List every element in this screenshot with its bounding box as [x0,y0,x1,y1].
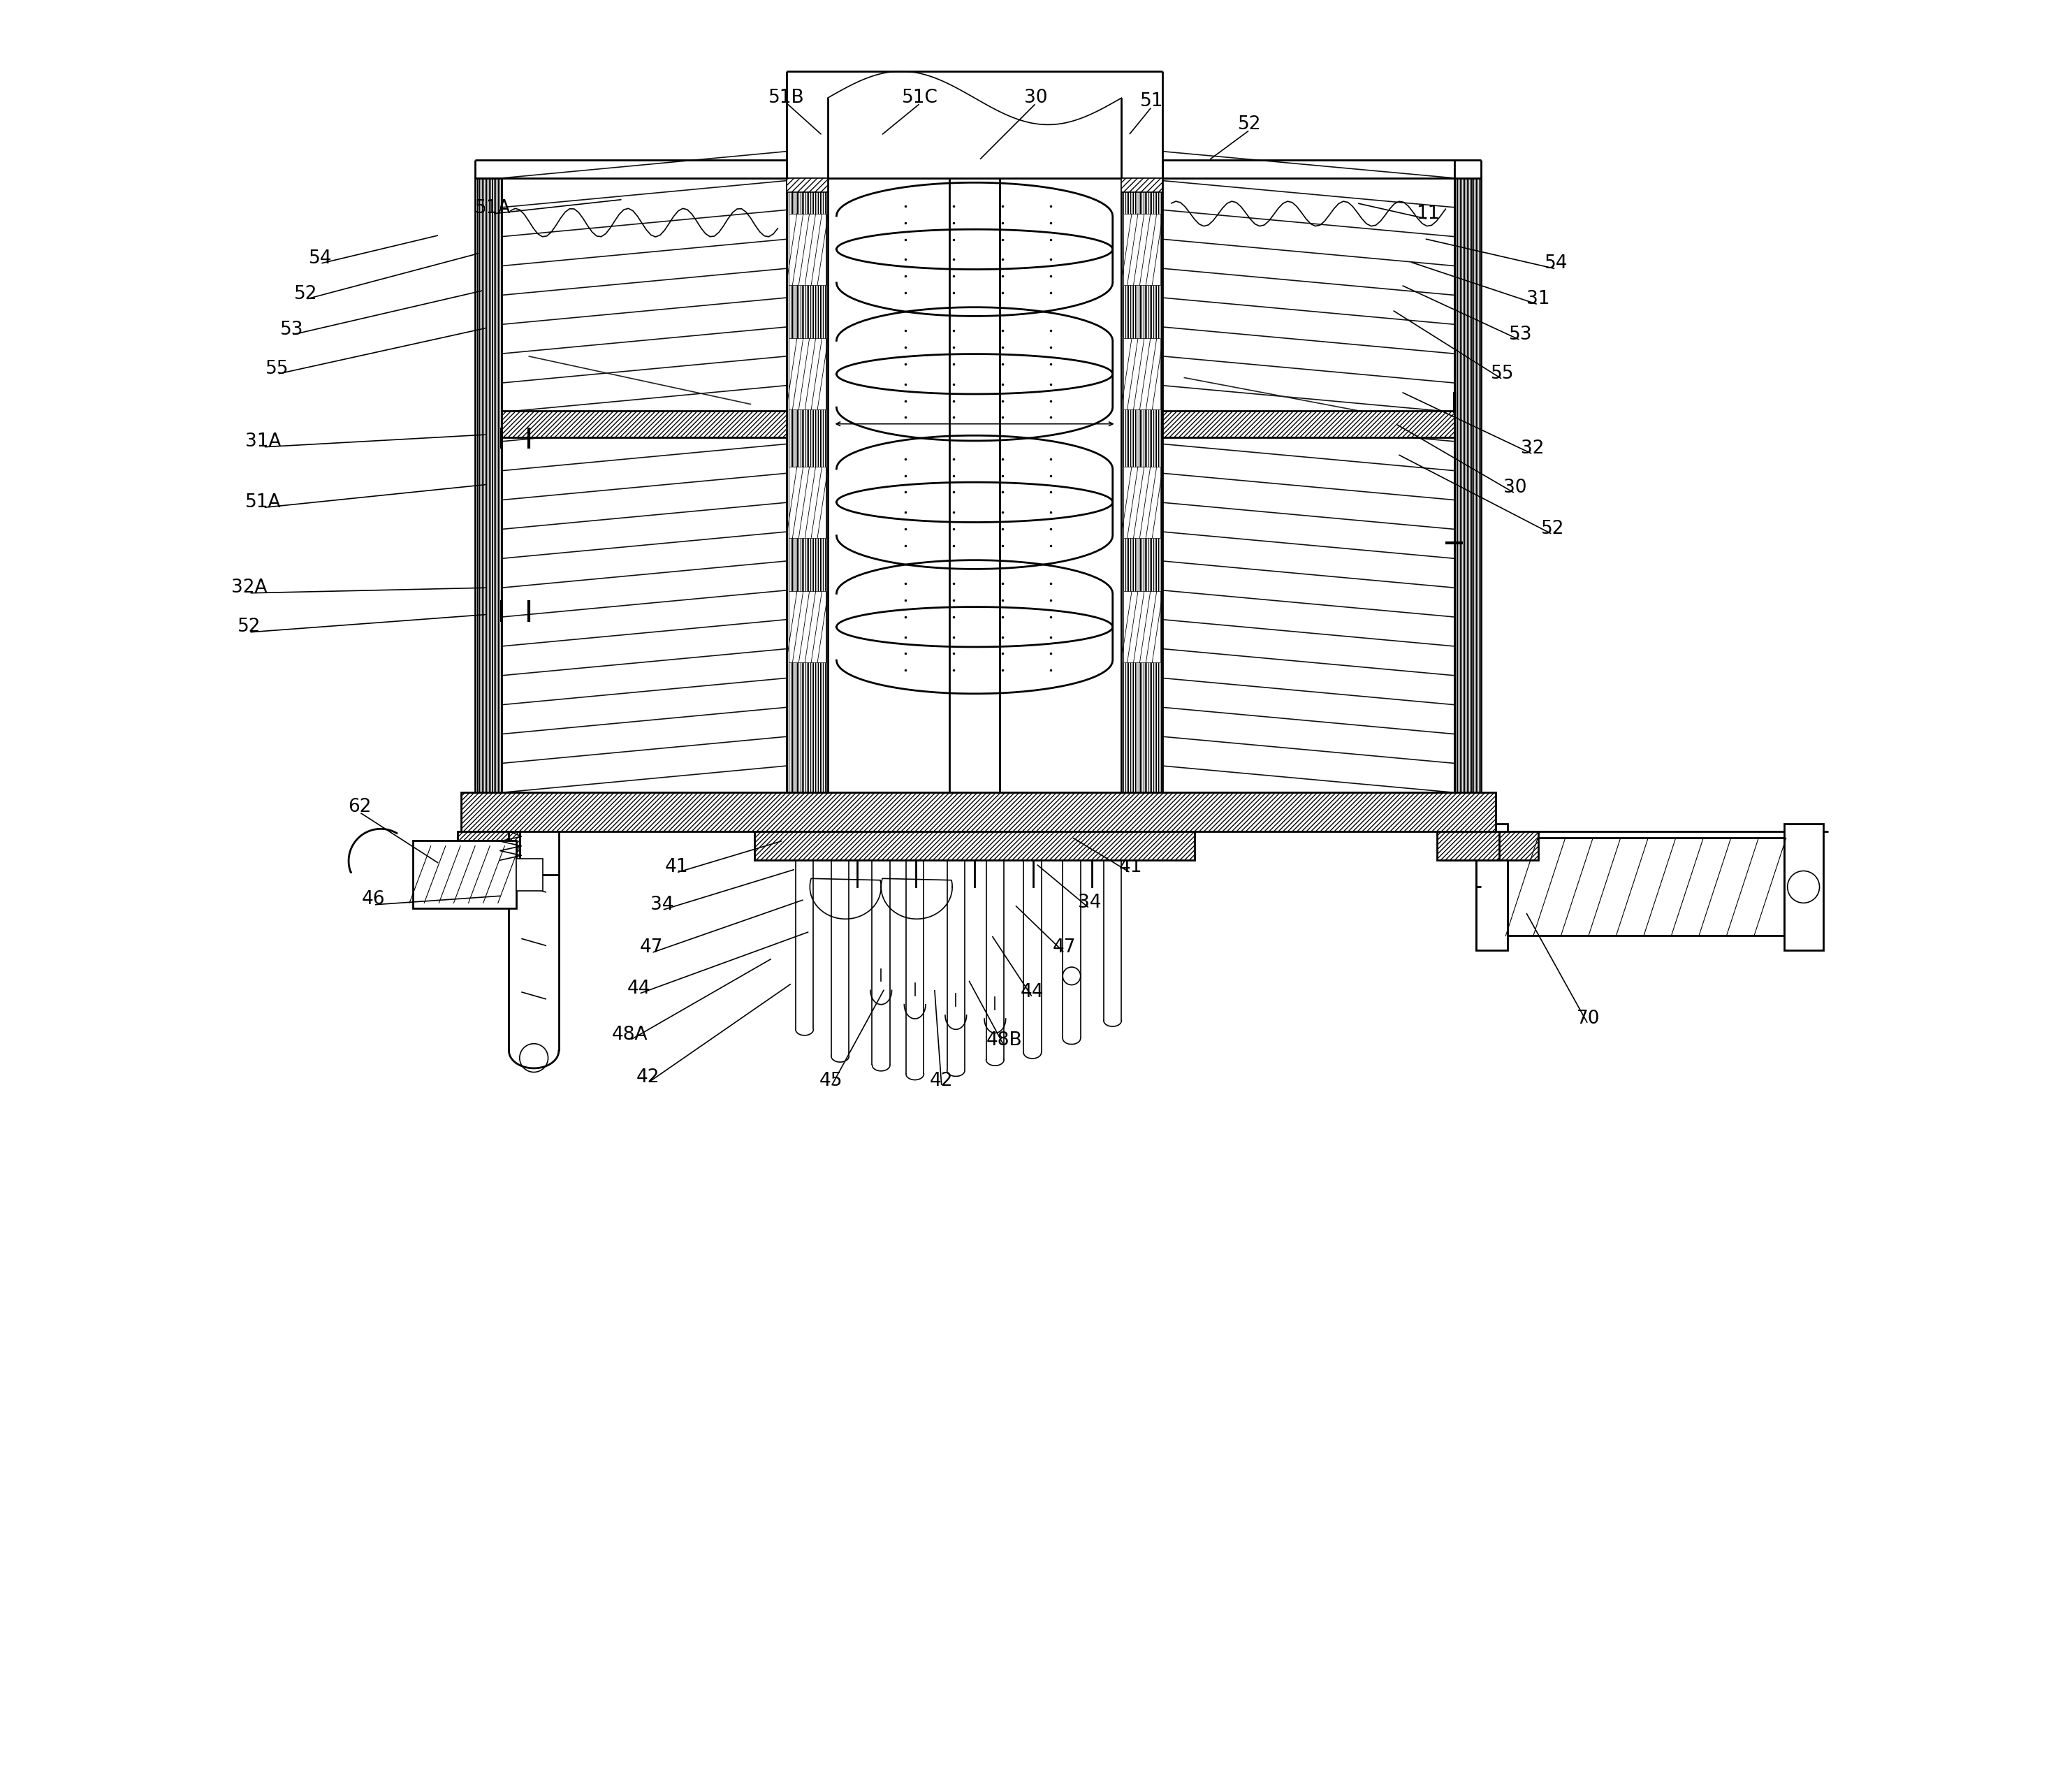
Polygon shape [787,178,827,793]
Bar [460,793,1496,832]
Text: 55: 55 [1492,365,1515,383]
Bar [1123,591,1160,663]
Polygon shape [1455,178,1481,793]
Text: 44: 44 [628,980,651,997]
Text: 47: 47 [640,939,663,956]
Text: 54: 54 [1544,255,1569,272]
Text: 42: 42 [930,1072,953,1090]
Text: 52: 52 [236,618,261,636]
Text: 30: 30 [1504,479,1527,497]
Text: 32: 32 [1521,440,1544,458]
Text: 31: 31 [1527,290,1550,308]
Polygon shape [837,436,1113,568]
Text: 44: 44 [1021,983,1044,1001]
Text: 31A: 31A [244,433,282,451]
Text: 34: 34 [1077,894,1100,912]
Text: 30: 30 [1024,89,1048,107]
Text: 53: 53 [280,321,303,338]
Bar [789,591,827,663]
Bar [754,832,1193,860]
Polygon shape [837,561,1113,693]
Text: 52: 52 [294,285,317,303]
Bar [1123,214,1160,285]
Text: 51C: 51C [901,89,939,107]
Text: 51B: 51B [769,89,804,107]
Bar [789,338,827,410]
Text: 51A: 51A [244,493,282,511]
Bar [827,178,1121,793]
Text: 42: 42 [636,1069,659,1086]
Text: 52: 52 [1237,116,1262,134]
Text: 41: 41 [665,858,688,876]
Bar [787,178,827,192]
Text: 47: 47 [1053,939,1075,956]
Bar [1121,178,1162,192]
Bar [1436,832,1498,860]
Bar [501,410,787,436]
Text: 45: 45 [821,1072,843,1090]
Polygon shape [837,308,1113,440]
Text: 51: 51 [1140,93,1164,110]
Bar [789,214,827,285]
Text: 48A: 48A [611,1026,649,1044]
Bar [458,832,520,860]
Polygon shape [1121,178,1162,793]
Text: 51A: 51A [474,199,512,217]
Text: 62: 62 [348,798,371,816]
Bar [1475,823,1508,951]
Text: 54: 54 [309,249,332,267]
Bar [1162,410,1455,436]
Text: 70: 70 [1577,1010,1600,1028]
Text: 55: 55 [265,360,290,378]
Bar [1123,467,1160,538]
Text: 34: 34 [651,896,673,914]
Text: 46: 46 [363,890,385,908]
Text: 32A: 32A [230,579,267,597]
Polygon shape [474,178,501,793]
Bar [516,858,543,890]
Bar [1784,823,1823,951]
Polygon shape [837,183,1113,315]
Bar [1440,832,1537,860]
Text: 11: 11 [1415,205,1440,223]
Bar [412,841,516,908]
Text: 41: 41 [1119,858,1142,876]
Text: 48B: 48B [986,1031,1021,1049]
Text: 53: 53 [1508,326,1531,344]
Bar [1508,839,1784,937]
Text: 52: 52 [1542,520,1564,538]
Bar [1123,338,1160,410]
Bar [470,857,514,874]
Bar [789,467,827,538]
